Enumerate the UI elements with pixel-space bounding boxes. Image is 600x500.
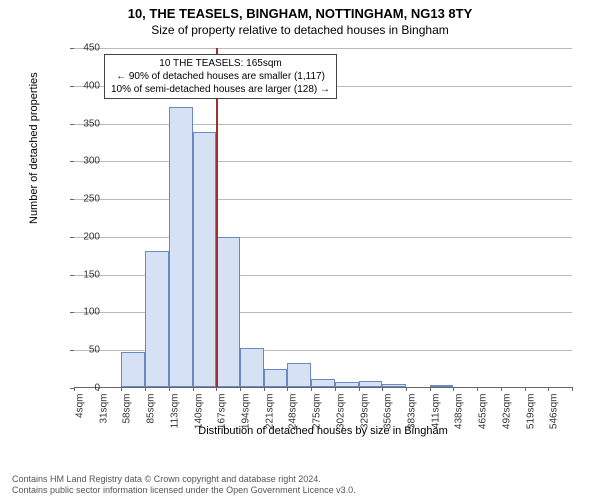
x-tick	[216, 387, 217, 391]
x-tick	[572, 387, 573, 391]
x-tick-label: 465sqm	[478, 394, 489, 442]
x-tick	[193, 387, 194, 391]
x-tick-label: 221sqm	[264, 394, 275, 442]
footnote-line-2: Contains public sector information licen…	[12, 485, 356, 496]
gridline	[74, 48, 572, 49]
x-tick	[548, 387, 549, 391]
gridline	[74, 199, 572, 200]
x-tick-label: 167sqm	[217, 394, 228, 442]
histogram-bar	[335, 382, 359, 387]
histogram-bar	[359, 381, 383, 387]
title-line-2: Size of property relative to detached ho…	[0, 23, 600, 37]
y-tick-label: 250	[70, 194, 100, 205]
gridline	[74, 124, 572, 125]
footnote: Contains HM Land Registry data © Crown c…	[12, 474, 356, 496]
title-line-1: 10, THE TEASELS, BINGHAM, NOTTINGHAM, NG…	[0, 6, 600, 21]
gridline	[74, 161, 572, 162]
histogram-bar	[193, 132, 217, 387]
y-tick-label: 50	[70, 345, 100, 356]
x-tick	[382, 387, 383, 391]
y-tick-label: 400	[70, 80, 100, 91]
histogram-bar	[121, 352, 145, 387]
x-tick	[406, 387, 407, 391]
gridline	[74, 237, 572, 238]
x-tick-label: 492sqm	[501, 394, 512, 442]
plot-area: Distribution of detached houses by size …	[74, 48, 572, 388]
histogram-bar	[430, 385, 454, 387]
histogram-bar	[240, 348, 264, 387]
y-axis-label: Number of detached properties	[28, 72, 40, 224]
y-tick-label: 350	[70, 118, 100, 129]
histogram-bar	[382, 384, 406, 387]
x-tick	[430, 387, 431, 391]
x-tick-label: 546sqm	[549, 394, 560, 442]
x-tick-label: 275sqm	[312, 394, 323, 442]
chart-container: Number of detached properties Distributi…	[42, 48, 572, 428]
x-tick-label: 302sqm	[335, 394, 346, 442]
x-tick	[264, 387, 265, 391]
x-tick-label: 194sqm	[241, 394, 252, 442]
histogram-bar	[169, 107, 193, 387]
y-tick-label: 300	[70, 156, 100, 167]
x-tick	[240, 387, 241, 391]
histogram-bar	[216, 237, 240, 387]
x-tick-label: 85sqm	[146, 394, 157, 442]
annotation-line: 10 THE TEASELS: 165sqm	[111, 57, 330, 70]
histogram-bar	[287, 363, 311, 387]
histogram-bar	[311, 379, 335, 387]
x-tick	[335, 387, 336, 391]
x-tick-label: 411sqm	[430, 394, 441, 442]
x-tick-label: 519sqm	[525, 394, 536, 442]
x-tick	[287, 387, 288, 391]
x-tick	[453, 387, 454, 391]
x-tick	[359, 387, 360, 391]
x-tick	[74, 387, 75, 391]
x-tick	[501, 387, 502, 391]
annotation-line: 10% of semi-detached houses are larger (…	[111, 83, 330, 96]
x-tick	[121, 387, 122, 391]
x-tick	[98, 387, 99, 391]
x-tick-label: 4sqm	[75, 394, 86, 442]
x-tick-label: 356sqm	[383, 394, 394, 442]
x-tick	[525, 387, 526, 391]
x-tick-label: 58sqm	[122, 394, 133, 442]
y-tick-label: 100	[70, 307, 100, 318]
chart-title-block: 10, THE TEASELS, BINGHAM, NOTTINGHAM, NG…	[0, 0, 600, 37]
x-tick	[477, 387, 478, 391]
x-tick-label: 438sqm	[454, 394, 465, 442]
x-tick	[311, 387, 312, 391]
y-tick-label: 150	[70, 269, 100, 280]
x-tick	[169, 387, 170, 391]
annotation-box: 10 THE TEASELS: 165sqm← 90% of detached …	[104, 54, 337, 99]
y-tick-label: 200	[70, 231, 100, 242]
x-tick-label: 31sqm	[98, 394, 109, 442]
x-tick	[145, 387, 146, 391]
histogram-bar	[264, 369, 288, 387]
x-tick-label: 113sqm	[169, 394, 180, 442]
x-tick-label: 248sqm	[288, 394, 299, 442]
x-tick-label: 383sqm	[407, 394, 418, 442]
annotation-line: ← 90% of detached houses are smaller (1,…	[111, 70, 330, 83]
x-tick-label: 140sqm	[193, 394, 204, 442]
footnote-line-1: Contains HM Land Registry data © Crown c…	[12, 474, 356, 485]
histogram-bar	[145, 251, 169, 387]
y-tick-label: 450	[70, 43, 100, 54]
x-tick-label: 329sqm	[359, 394, 370, 442]
